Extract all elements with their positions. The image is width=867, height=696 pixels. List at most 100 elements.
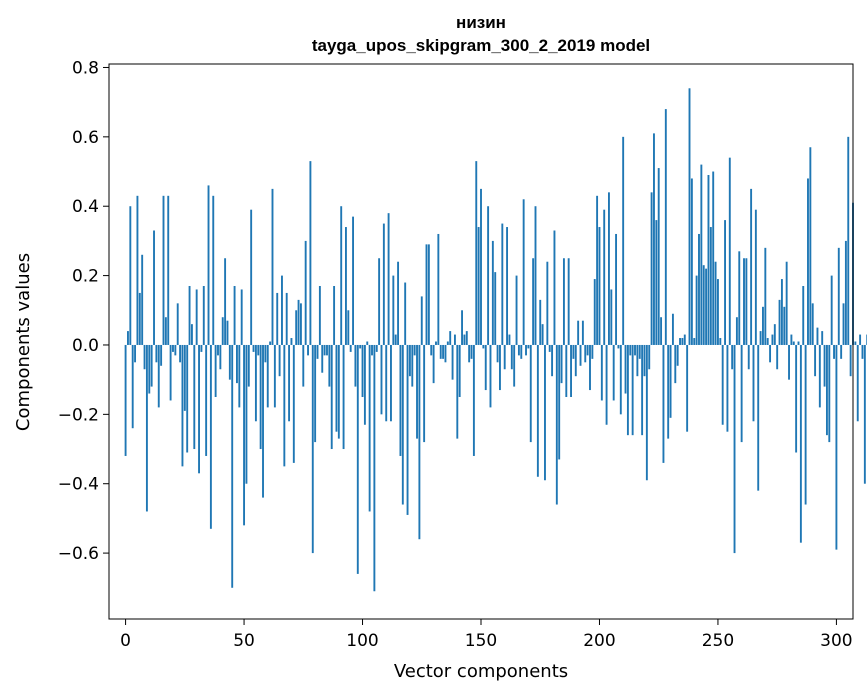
bar-143	[463, 334, 466, 345]
bar-233	[676, 344, 679, 366]
bar-56	[257, 344, 260, 356]
bar-291	[814, 344, 817, 377]
bar-294	[821, 331, 824, 345]
y-tick-label: −0.2	[58, 405, 99, 425]
bar-216	[636, 344, 639, 377]
bar-128	[427, 244, 430, 345]
bar-6	[138, 292, 141, 345]
bar-311	[861, 344, 864, 359]
bar-103	[368, 344, 371, 512]
bar-32	[200, 344, 203, 352]
bar-261	[743, 258, 745, 345]
bar-151	[482, 344, 485, 349]
bar-308	[854, 341, 857, 345]
bar-53	[250, 209, 253, 345]
bar-202	[603, 209, 606, 345]
bar-13	[155, 344, 158, 363]
bar-248	[712, 171, 715, 345]
bar-266	[754, 209, 757, 345]
bar-136	[446, 341, 449, 345]
bar-4	[134, 344, 137, 363]
bar-287	[804, 344, 807, 505]
bar-161	[506, 227, 509, 345]
bar-54	[252, 344, 255, 352]
bar-212	[626, 344, 629, 436]
bar-304	[844, 240, 847, 345]
bar-125	[420, 296, 423, 345]
bar-302	[840, 344, 843, 359]
bar-100	[361, 344, 364, 397]
bar-154	[489, 344, 492, 408]
x-tick-label: 250	[702, 631, 734, 651]
bar-62	[271, 188, 274, 345]
x-tick-label: 100	[346, 631, 378, 651]
bar-160	[503, 344, 506, 370]
bar-11	[150, 344, 153, 387]
bar-45	[231, 344, 234, 588]
bar-281	[790, 334, 793, 345]
bar-109	[382, 223, 385, 345]
bar-18	[167, 195, 170, 345]
bar-68	[285, 292, 288, 345]
bar-49	[240, 289, 243, 345]
bar-235	[681, 338, 684, 345]
bar-86	[328, 344, 331, 387]
bar-244	[702, 265, 705, 345]
bar-236	[683, 334, 686, 345]
bar-309	[856, 344, 859, 422]
bar-179	[548, 344, 551, 352]
bar-43	[226, 320, 229, 345]
x-tick-label: 150	[465, 631, 497, 651]
bar-213	[629, 344, 632, 356]
x-tick-label: 200	[583, 631, 615, 651]
bar-271	[766, 338, 769, 345]
bar-112	[390, 344, 392, 422]
bar-170	[527, 344, 530, 349]
bar-33	[202, 286, 205, 345]
bar-191	[577, 320, 580, 345]
bar-228	[664, 109, 667, 345]
bar-218	[641, 344, 644, 436]
bar-130	[432, 344, 435, 384]
bar-77	[307, 344, 309, 356]
x-axis-label: Vector components	[394, 661, 568, 682]
bar-249	[714, 261, 717, 345]
bar-177	[544, 344, 546, 481]
bar-303	[842, 303, 845, 345]
bar-203	[605, 344, 608, 425]
bar-175	[539, 299, 542, 345]
bar-208	[617, 344, 620, 349]
bar-222	[650, 192, 653, 345]
bar-259	[738, 251, 741, 345]
bar-163	[510, 344, 513, 370]
bar-238	[688, 88, 691, 345]
bar-121	[411, 344, 414, 387]
bar-113	[392, 275, 395, 345]
y-tick-label: 0.4	[72, 197, 99, 217]
bar-142	[461, 310, 463, 345]
bar-141	[458, 344, 461, 397]
bar-234	[679, 338, 681, 345]
bar-150	[480, 188, 482, 345]
bar-239	[690, 178, 693, 345]
bar-214	[631, 344, 634, 436]
x-tick-label: 50	[233, 631, 255, 651]
bar-211	[624, 344, 627, 394]
bar-73	[297, 299, 300, 345]
y-tick-label: 0.2	[72, 267, 99, 287]
bar-155	[491, 240, 494, 345]
bar-series	[124, 88, 867, 592]
bar-74	[299, 303, 302, 345]
bar-192	[579, 344, 582, 366]
bar-94	[347, 310, 350, 345]
bar-210	[622, 136, 625, 345]
bar-265	[752, 344, 755, 422]
bar-42	[224, 258, 227, 345]
bar-37	[212, 195, 215, 345]
bar-58	[262, 344, 264, 498]
bar-278	[783, 306, 786, 345]
bar-120	[408, 344, 411, 377]
bar-280	[788, 344, 790, 380]
bar-147	[472, 344, 475, 456]
